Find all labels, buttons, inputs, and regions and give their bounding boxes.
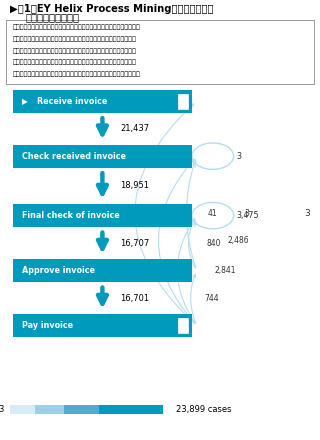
Text: ▶: ▶ [22,97,28,106]
Text: 3,475: 3,475 [237,211,260,220]
Text: 840: 840 [206,238,220,248]
FancyBboxPatch shape [10,405,35,414]
Text: 16,701: 16,701 [120,293,149,303]
FancyBboxPatch shape [64,405,99,414]
Text: 3: 3 [237,152,242,161]
Text: Approve invoice: Approve invoice [22,266,95,275]
Text: 3: 3 [0,405,3,414]
Text: のまま支払われた取引が３件あることが分かります（右側の細い矢印）。: のまま支払われた取引が３件あることが分かります（右側の細い矢印）。 [13,72,141,77]
Text: ▶図1　EY Helix Process Miningによる支払業務: ▶図1 EY Helix Process Miningによる支払業務 [10,4,213,15]
FancyBboxPatch shape [35,405,64,414]
Text: 18,951: 18,951 [120,181,149,191]
FancyBboxPatch shape [13,145,192,168]
Text: 744: 744 [204,293,219,303]
FancyBboxPatch shape [13,90,192,113]
Text: 処理されている一方（太い矢印）、異なるフローで処理された取引も見: 処理されている一方（太い矢印）、異なるフローで処理された取引も見 [13,48,137,54]
Text: 2,841: 2,841 [214,266,236,275]
Text: Final check of invoice: Final check of invoice [22,211,120,220]
FancyBboxPatch shape [13,204,192,227]
Text: 23,899 cases: 23,899 cases [176,405,231,414]
Text: 3: 3 [245,209,250,218]
Text: 21,437: 21,437 [120,124,149,133]
Text: この例では、請求書の受領、２度のチェック、承認、支払という５つのイ: この例では、請求書の受領、２度のチェック、承認、支払という５つのイ [13,24,141,30]
Text: られます。例えば、請求書の受領後、チェックおよび承認を経ずに、そ: られます。例えば、請求書の受領後、チェックおよび承認を経ずに、そ [13,60,137,66]
Text: フローの可視化の例: フローの可視化の例 [26,12,80,22]
FancyBboxPatch shape [178,318,188,333]
FancyBboxPatch shape [13,259,192,282]
FancyBboxPatch shape [178,94,188,109]
Text: Pay invoice: Pay invoice [22,321,74,330]
FancyBboxPatch shape [99,405,163,414]
FancyBboxPatch shape [13,314,192,337]
Text: ベントが標準の業務フローとなっています。大部分の取引が想定通りに: ベントが標準の業務フローとなっています。大部分の取引が想定通りに [13,36,137,42]
Text: Check received invoice: Check received invoice [22,152,126,161]
Text: 3: 3 [305,209,310,218]
Text: 2,486: 2,486 [228,236,249,246]
Text: Receive invoice: Receive invoice [37,97,107,106]
Text: 16,707: 16,707 [120,238,149,248]
Text: 41: 41 [207,209,217,218]
